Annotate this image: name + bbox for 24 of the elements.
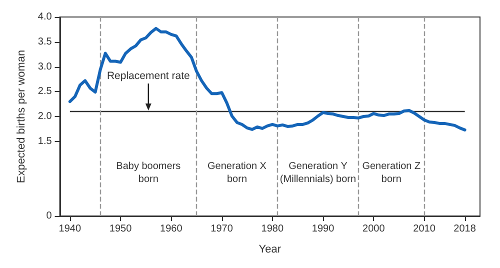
annotation: Replacement rate <box>106 70 190 82</box>
x-tick-label: 2000 <box>362 224 386 234</box>
y-tick-label: 1.5 <box>38 136 52 147</box>
x-tick-label: 1990 <box>312 224 335 234</box>
y-tick-label: 2.0 <box>38 111 52 122</box>
y-tick-label: 0 <box>46 210 52 222</box>
x-tick-label: 1950 <box>109 224 132 234</box>
x-tick-label: 2018 <box>454 224 476 234</box>
x-tick-label: 1940 <box>58 224 82 234</box>
y-tick-label: 4.0 <box>38 12 52 22</box>
annotation: Generation Y (Millennials) born <box>280 161 356 185</box>
y-tick-label: 3.0 <box>38 61 52 72</box>
annotation: Baby boomers born <box>116 161 181 185</box>
y-axis-title: Expected births per woman <box>16 50 28 184</box>
line-series <box>68 26 466 132</box>
x-tick-label: 1980 <box>261 224 284 234</box>
x-tick-label: 1970 <box>210 224 234 234</box>
annotation: Generation X born <box>208 161 267 185</box>
y-tick-label: 3.5 <box>38 36 52 48</box>
y-tick-label: 2.5 <box>38 86 52 98</box>
x-axis-title: Year <box>258 244 282 256</box>
x-tick-label: 1960 <box>160 224 183 234</box>
annotation: Generation Z born <box>362 161 421 185</box>
x-tick-label: 2010 <box>413 224 436 234</box>
